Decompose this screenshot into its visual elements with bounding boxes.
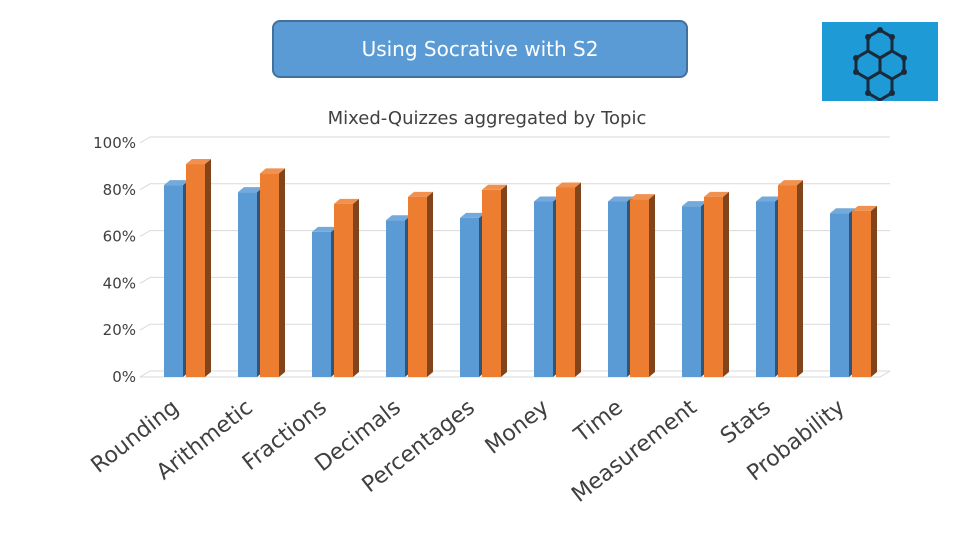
bar-top — [460, 212, 485, 218]
bar-blue — [164, 185, 183, 377]
bar-orange — [334, 203, 353, 377]
y-tick-label: 0% — [112, 368, 136, 386]
chart-title: Mixed-Quizzes aggregated by Topic — [328, 108, 647, 129]
bar-top — [830, 208, 855, 214]
bar-blue — [386, 220, 405, 377]
bar-top — [164, 180, 189, 186]
y-tick-label: 100% — [93, 134, 136, 152]
bar-top — [482, 184, 507, 190]
bar-blue — [608, 201, 627, 377]
bar-orange — [186, 164, 205, 377]
bar-blue — [238, 192, 257, 377]
bar-side — [205, 159, 211, 377]
gridline — [139, 183, 890, 191]
x-tick-label: Money — [481, 395, 554, 460]
x-tick-label: Measurement — [567, 395, 702, 508]
bar-blue — [312, 231, 331, 377]
bar-top — [386, 215, 411, 221]
bar-top — [334, 198, 359, 204]
bar-top — [238, 187, 263, 193]
y-tick-label: 40% — [103, 274, 136, 292]
bar-side — [649, 194, 655, 377]
bar-orange — [852, 210, 871, 377]
bar-top — [608, 196, 633, 202]
bar-top — [556, 182, 581, 188]
logo — [822, 22, 938, 102]
bar-orange — [778, 185, 797, 377]
bar-top — [704, 191, 729, 197]
bar-side — [353, 198, 359, 377]
hexagon-molecule-icon — [853, 27, 907, 102]
bar-side — [279, 168, 285, 377]
bar-orange — [556, 187, 575, 377]
bar-top — [682, 201, 707, 207]
bar-orange — [630, 199, 649, 377]
bar-side — [723, 191, 729, 377]
bar-side — [871, 205, 877, 377]
bar-orange — [704, 196, 723, 377]
bar-blue — [830, 213, 849, 377]
bar-top — [756, 196, 781, 202]
y-tick-label: 80% — [103, 181, 136, 199]
bar-orange — [408, 196, 427, 377]
gridline — [139, 136, 890, 144]
x-tick-label: Stats — [716, 395, 776, 449]
bar-top — [534, 196, 559, 202]
bar-blue — [682, 206, 701, 377]
bar-orange — [260, 173, 279, 377]
bar-blue — [534, 201, 553, 377]
bar-top — [852, 205, 877, 211]
bar-top — [260, 168, 285, 174]
bar-top — [408, 191, 433, 197]
bar-top — [186, 159, 211, 165]
y-tick-label: 20% — [103, 321, 136, 339]
slide-title: Using Socrative with S2 — [272, 20, 688, 78]
bar-top — [778, 180, 803, 186]
bar-side — [575, 182, 581, 377]
bar-top — [630, 194, 655, 200]
bar-side — [501, 184, 507, 377]
bar-blue — [756, 201, 775, 377]
slide-title-text: Using Socrative with S2 — [361, 37, 599, 61]
bar-orange — [482, 189, 501, 377]
bar-side — [797, 180, 803, 377]
bar-side — [427, 191, 433, 377]
bar-blue — [460, 217, 479, 377]
x-tick-label: Time — [569, 395, 628, 448]
y-tick-label: 60% — [103, 228, 136, 246]
bar-top — [312, 226, 337, 232]
